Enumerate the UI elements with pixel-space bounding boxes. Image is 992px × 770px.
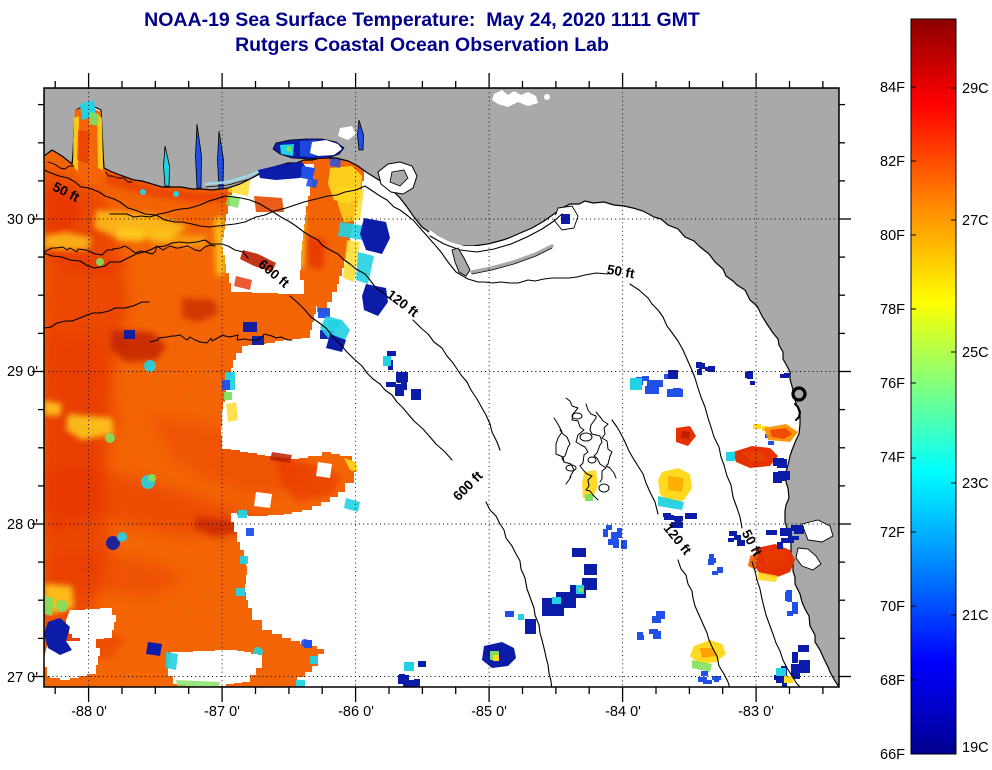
svg-text:74F: 74F bbox=[880, 450, 905, 466]
svg-text:21C: 21C bbox=[962, 608, 989, 624]
svg-text:70F: 70F bbox=[880, 599, 905, 615]
svg-text:78F: 78F bbox=[880, 302, 905, 318]
svg-text:27C: 27C bbox=[962, 213, 989, 229]
svg-text:19C: 19C bbox=[962, 740, 989, 756]
svg-text:23C: 23C bbox=[962, 476, 989, 492]
svg-text:25C: 25C bbox=[962, 345, 989, 361]
svg-text:-87 0': -87 0' bbox=[204, 704, 240, 720]
svg-text:27 0': 27 0' bbox=[7, 670, 38, 686]
svg-text:50 ft: 50 ft bbox=[606, 262, 636, 282]
svg-text:-83 0': -83 0' bbox=[738, 704, 774, 720]
svg-text:-84 0': -84 0' bbox=[605, 704, 641, 720]
svg-text:29 0': 29 0' bbox=[7, 364, 38, 380]
svg-text:80F: 80F bbox=[880, 228, 905, 244]
svg-text:72F: 72F bbox=[880, 525, 905, 541]
svg-text:29C: 29C bbox=[962, 81, 989, 97]
svg-text:82F: 82F bbox=[880, 154, 905, 170]
svg-text:-86 0': -86 0' bbox=[338, 704, 374, 720]
svg-text:66F: 66F bbox=[880, 747, 905, 763]
svg-text:84F: 84F bbox=[880, 80, 905, 96]
svg-text:-88 0': -88 0' bbox=[71, 704, 107, 720]
svg-text:-85 0': -85 0' bbox=[471, 704, 507, 720]
svg-text:NOAA-19 Sea Surface Temperatur: NOAA-19 Sea Surface Temperature: May 24,… bbox=[144, 9, 700, 31]
svg-text:30 0': 30 0' bbox=[7, 212, 38, 228]
svg-text:28 0': 28 0' bbox=[7, 517, 38, 533]
svg-text:Rutgers Coastal Ocean Observat: Rutgers Coastal Ocean Observation Lab bbox=[235, 34, 609, 56]
svg-text:68F: 68F bbox=[880, 673, 905, 689]
svg-text:76F: 76F bbox=[880, 376, 905, 392]
